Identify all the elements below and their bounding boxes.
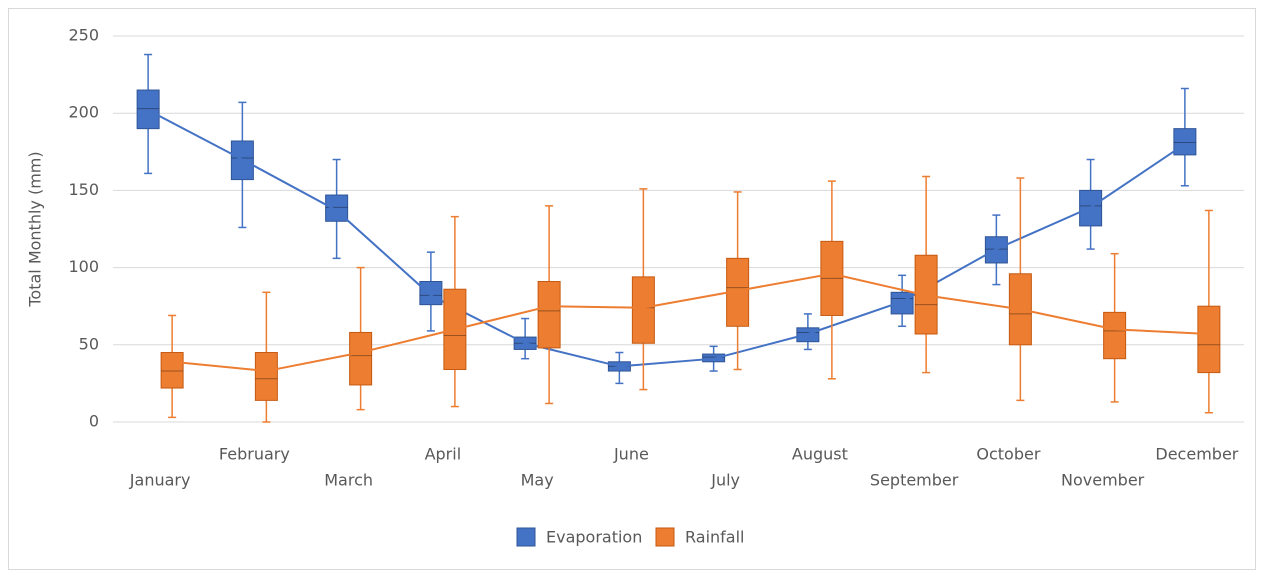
y-tick-label: 250: [68, 26, 99, 45]
legend-swatch: [655, 527, 675, 547]
y-tick-label: 150: [68, 180, 99, 199]
box: [1197, 305, 1221, 374]
box: [1103, 311, 1127, 360]
y-tick-label: 200: [68, 103, 99, 122]
x-tick-label: August: [792, 445, 848, 464]
box: [631, 276, 655, 344]
x-tick-label: October: [976, 445, 1040, 464]
mean-line: [172, 272, 1209, 373]
y-tick-label: 50: [79, 334, 99, 353]
box: [820, 240, 844, 316]
y-tick-label: 100: [68, 257, 99, 276]
box: [254, 352, 278, 401]
y-axis-label: Total Monthly (mm): [26, 151, 45, 307]
x-tick-label: May: [521, 471, 554, 490]
x-tick-label: June: [613, 445, 649, 464]
x-tick-label: July: [710, 471, 740, 490]
legend-swatch: [516, 527, 536, 547]
x-tick-label: December: [1155, 445, 1238, 464]
y-tick-label: 0: [89, 412, 99, 431]
box: [419, 280, 443, 306]
legend-label: Rainfall: [685, 528, 744, 547]
x-tick-label: January: [129, 471, 191, 490]
x-tick-label: March: [324, 471, 373, 490]
box: [349, 331, 373, 386]
box: [136, 89, 160, 130]
legend-label: Evaporation: [546, 528, 642, 547]
x-tick-label: February: [219, 445, 290, 464]
x-tick-label: April: [425, 445, 462, 464]
x-tick-label: September: [870, 471, 959, 490]
box: [537, 280, 561, 349]
box: [1173, 128, 1197, 156]
box: [160, 352, 184, 389]
box: [890, 291, 914, 315]
mean-line: [147, 109, 1186, 368]
x-tick-label: November: [1061, 471, 1145, 490]
